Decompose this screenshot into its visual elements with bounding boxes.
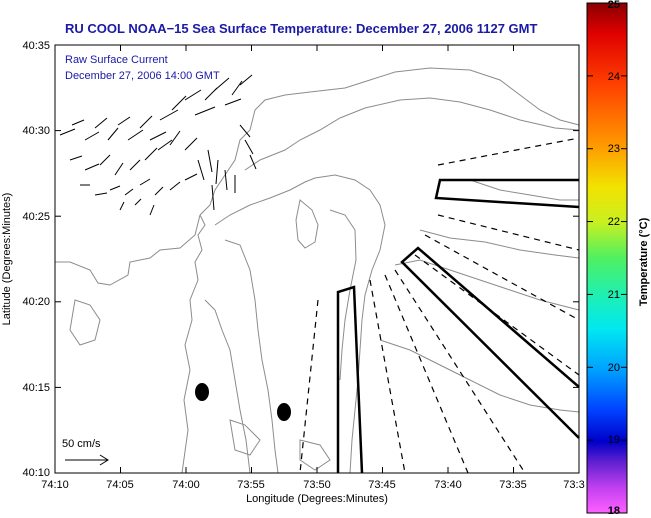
- x-tick-label: 73:50: [303, 479, 331, 491]
- legend-line-2: December 27, 2006 14:00 GMT: [65, 70, 220, 82]
- colorbar-tick-label: 21: [608, 289, 620, 301]
- x-axis-label: Longitude (Degrees:Minutes): [246, 493, 388, 505]
- colorbar: [586, 2, 628, 514]
- x-tick-label: 74:00: [172, 479, 200, 491]
- radar-site-marker: [195, 383, 209, 401]
- x-tick-label: 73:55: [237, 479, 265, 491]
- current-vectors: [59, 74, 257, 216]
- radar-dashed-rays: [299, 137, 580, 474]
- scale-arrow: [65, 454, 109, 466]
- y-tick-label: 40:20: [22, 296, 50, 308]
- y-tick-label: 40:15: [22, 382, 50, 394]
- colorbar-tick-label: 25: [608, 0, 620, 11]
- y-axis-label: Latitude (Degrees:Minutes): [1, 193, 13, 326]
- x-tick-label: 74:10: [41, 479, 69, 491]
- scale-arrow-label: 50 cm/s: [62, 438, 101, 450]
- y-axis-tick-labels: 40:35 40:30 40:25 40:20 40:15 40:10: [22, 40, 50, 479]
- radar-site-marker: [277, 403, 291, 421]
- x-tick-label: 73:40: [434, 479, 462, 491]
- y-tick-label: 40:30: [22, 125, 50, 137]
- contour-lines: [55, 67, 580, 474]
- colorbar-tick-label: 18: [608, 505, 620, 517]
- radar-beams: [336, 178, 580, 474]
- map-area: [55, 45, 579, 473]
- colorbar-tick-label: 20: [608, 362, 620, 374]
- colorbar-tick-label: 23: [608, 143, 620, 155]
- x-tick-label: 73:3: [563, 479, 584, 491]
- y-tick-label: 40:25: [22, 211, 50, 223]
- y-tick-label: 40:10: [22, 467, 50, 479]
- x-axis-ticks: [54, 45, 580, 473]
- y-tick-label: 40:35: [22, 40, 50, 52]
- x-tick-label: 74:05: [106, 479, 134, 491]
- y-axis-ticks: [55, 44, 579, 474]
- colorbar-ticks: [587, 2, 627, 514]
- x-axis-tick-labels: 74:10 74:05 74:00 73:55 73:50 73:45 73:4…: [41, 479, 584, 491]
- colorbar-tick-labels: 25 24 23 22 21 20 19 18: [608, 0, 620, 517]
- colorbar-tick-label: 24: [608, 71, 620, 83]
- x-tick-label: 73:45: [368, 479, 396, 491]
- x-tick-label: 73:35: [499, 479, 527, 491]
- colorbar-label: Temperature (°C): [638, 217, 650, 306]
- map-title: RU COOL NOAA−15 Sea Surface Temperature:…: [65, 21, 537, 36]
- colorbar-tick-label: 19: [608, 434, 620, 446]
- colorbar-tick-label: 22: [608, 216, 620, 228]
- legend-line-1: Raw Surface Current: [65, 54, 168, 66]
